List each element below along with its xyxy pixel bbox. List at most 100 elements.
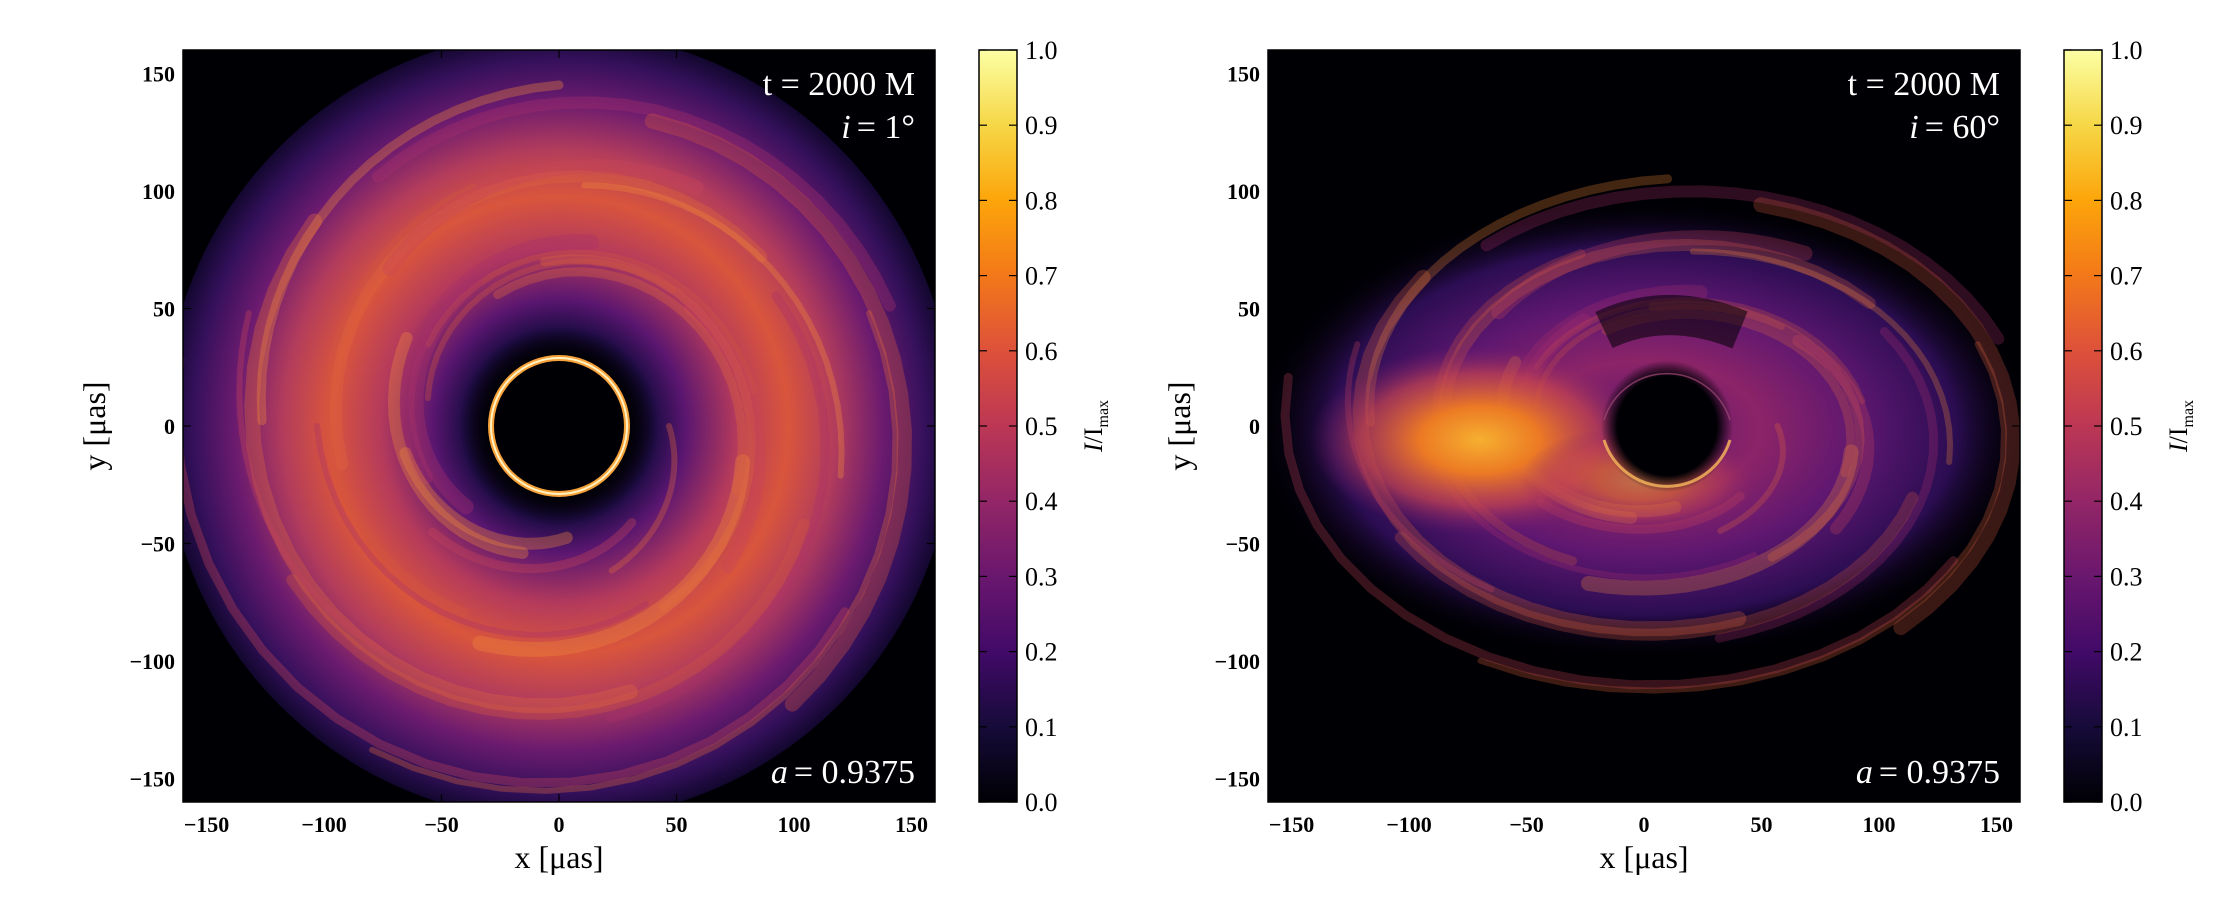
colorbar-tick-label: 0.8: [1025, 186, 1058, 215]
colorbar-ticks: 0.0 0.1 0.2 0.3 0.4 0.5 0.6 0.7 0.8 0.9 1.0: [979, 36, 1058, 817]
annotation-spin: a = 0.9375: [771, 754, 915, 791]
y-tick-label: 50: [153, 297, 175, 322]
colorbar-tick-label: 0.9: [2110, 111, 2143, 140]
swirl-filament: [1394, 491, 1919, 641]
swirl-filament: [399, 447, 573, 550]
y-tick-label: 0: [164, 414, 175, 439]
colorbar-tick-label: 0.7: [2110, 262, 2143, 291]
colorbar-tick-label: 0.0: [2110, 788, 2143, 817]
swirl-filament: [236, 310, 386, 655]
photon-ring-core: [490, 357, 628, 495]
x-tick-label: 150: [895, 812, 928, 837]
swirl-filament: [606, 291, 830, 723]
swirl-filament: [323, 183, 477, 617]
black-hole-shadow: [497, 364, 621, 488]
x-tick-label: 50: [1751, 812, 1773, 837]
swirl-filament: [608, 423, 678, 574]
x-tick-label: −50: [1509, 812, 1544, 837]
x-axis-label: x [μas]: [1599, 839, 1688, 875]
colorbar-tick-label: 0.2: [1025, 638, 1058, 667]
x-tick-label: 0: [554, 812, 565, 837]
x-tick-label: −50: [424, 812, 459, 837]
photon-ring-lower: [1602, 439, 1732, 488]
inclination-symbol: i: [841, 109, 850, 146]
y-tick-label: 150: [1227, 62, 1260, 87]
x-tick-label: 100: [1863, 812, 1896, 837]
black-hole-shadow: [1601, 360, 1733, 492]
colorbar-tick-label: 0.5: [1025, 412, 1058, 441]
annotation-time: t = 2000 M: [763, 66, 915, 103]
swirl-filament: [428, 518, 637, 574]
spin-value: = 0.9375: [1879, 754, 2000, 791]
x-tick-label: −100: [301, 812, 347, 837]
swirl-filament: [683, 302, 766, 574]
x-tick-label: −150: [184, 812, 230, 837]
panel-inclined: −150 −100 −50 0 50 100 150 −150 −100 −50 0 50 100 15…: [1161, 36, 2197, 875]
colorbar-tick-label: 0.8: [2110, 186, 2143, 215]
swirl-filament: [1753, 197, 2020, 636]
swirl-filament: [1792, 334, 1875, 535]
y-tick-label: −50: [140, 532, 175, 557]
y-tick-label: 50: [1238, 297, 1260, 322]
swirl-filament: [540, 254, 757, 612]
annotation-time: t = 2000 M: [1848, 66, 2000, 103]
swirl-filament: [1581, 444, 1859, 596]
x-axis: −150 −100 −50 0 50 100 150: [1269, 50, 2013, 837]
spin-symbol: a: [771, 754, 788, 791]
y-axis-label: y [μas]: [76, 381, 112, 470]
x-tick-label: −150: [1269, 812, 1315, 837]
inclination-value: = 1°: [857, 109, 915, 146]
inclination-value: = 60°: [1925, 109, 2000, 146]
photon-ring-upper: [1603, 373, 1731, 421]
annotation-inclination: i = 1°: [841, 109, 915, 146]
swirl-filament: [424, 258, 677, 402]
inclination-symbol: i: [1909, 109, 1918, 146]
colorbar-tick-label: 0.9: [1025, 111, 1058, 140]
colorbar-tick-label: 0.0: [1025, 788, 1058, 817]
x-tick-label: −100: [1386, 812, 1432, 837]
y-tick-label: 0: [1249, 414, 1260, 439]
y-tick-label: 100: [142, 179, 175, 204]
colorbar-ticks: 0.0 0.1 0.2 0.3 0.4 0.5 0.6 0.7 0.8 0.9 1.0: [2064, 36, 2143, 817]
swirl-filament: [1477, 341, 2008, 694]
y-axis-label: y [μas]: [1161, 381, 1197, 470]
colorbar-tick-label: 0.6: [2110, 337, 2143, 366]
colorbar-tick-label: 0.4: [2110, 487, 2143, 516]
colorbar-tick-label: 0.3: [1025, 562, 1058, 591]
colorbar-tick-label: 0.3: [2110, 562, 2143, 591]
swirl-filament: [1717, 423, 1786, 534]
y-tick-label: −100: [1214, 649, 1260, 674]
swirl-filament: [1280, 373, 1958, 690]
swirl-filament: [1689, 248, 1954, 465]
upper-dark-band: [1595, 295, 1748, 349]
swirl-filament: [493, 267, 747, 496]
colorbar-tick-label: 0.2: [2110, 638, 2143, 667]
disk-swirl-texture: [183, 80, 912, 794]
swirl-filament: [399, 234, 599, 485]
x-axis: −150 −100 −50 0 50 100 150: [184, 50, 928, 837]
swirl-filament: [244, 213, 638, 714]
x-axis-label: x [μas]: [514, 839, 603, 875]
heatmap-image: [183, 50, 935, 802]
y-tick-label: −50: [1225, 532, 1260, 557]
spin-value: = 0.9375: [794, 754, 915, 791]
colorbar-tick-label: 1.0: [2110, 36, 2143, 65]
colorbar-tick-label: 0.4: [1025, 487, 1058, 516]
colorbar-label: I/Imax: [2164, 400, 2197, 453]
swirl-filament: [329, 170, 768, 471]
y-tick-label: 150: [142, 62, 175, 87]
x-tick-label: 50: [666, 812, 688, 837]
swirl-filament: [372, 96, 896, 312]
colorbar-tick-label: 1.0: [1025, 36, 1058, 65]
swirl-filament: [581, 182, 845, 479]
swirl-filament: [369, 310, 899, 794]
swirl-filament: [472, 454, 751, 658]
swirl-filament: [1480, 185, 2005, 345]
spin-symbol: a: [1856, 754, 1873, 791]
y-tick-label: −150: [129, 767, 175, 792]
swirl-filament: [408, 273, 483, 515]
colorbar-tick-label: 0.6: [1025, 337, 1058, 366]
colorbar-label: I/Imax: [1079, 400, 1112, 453]
swirl-filament: [314, 423, 649, 638]
